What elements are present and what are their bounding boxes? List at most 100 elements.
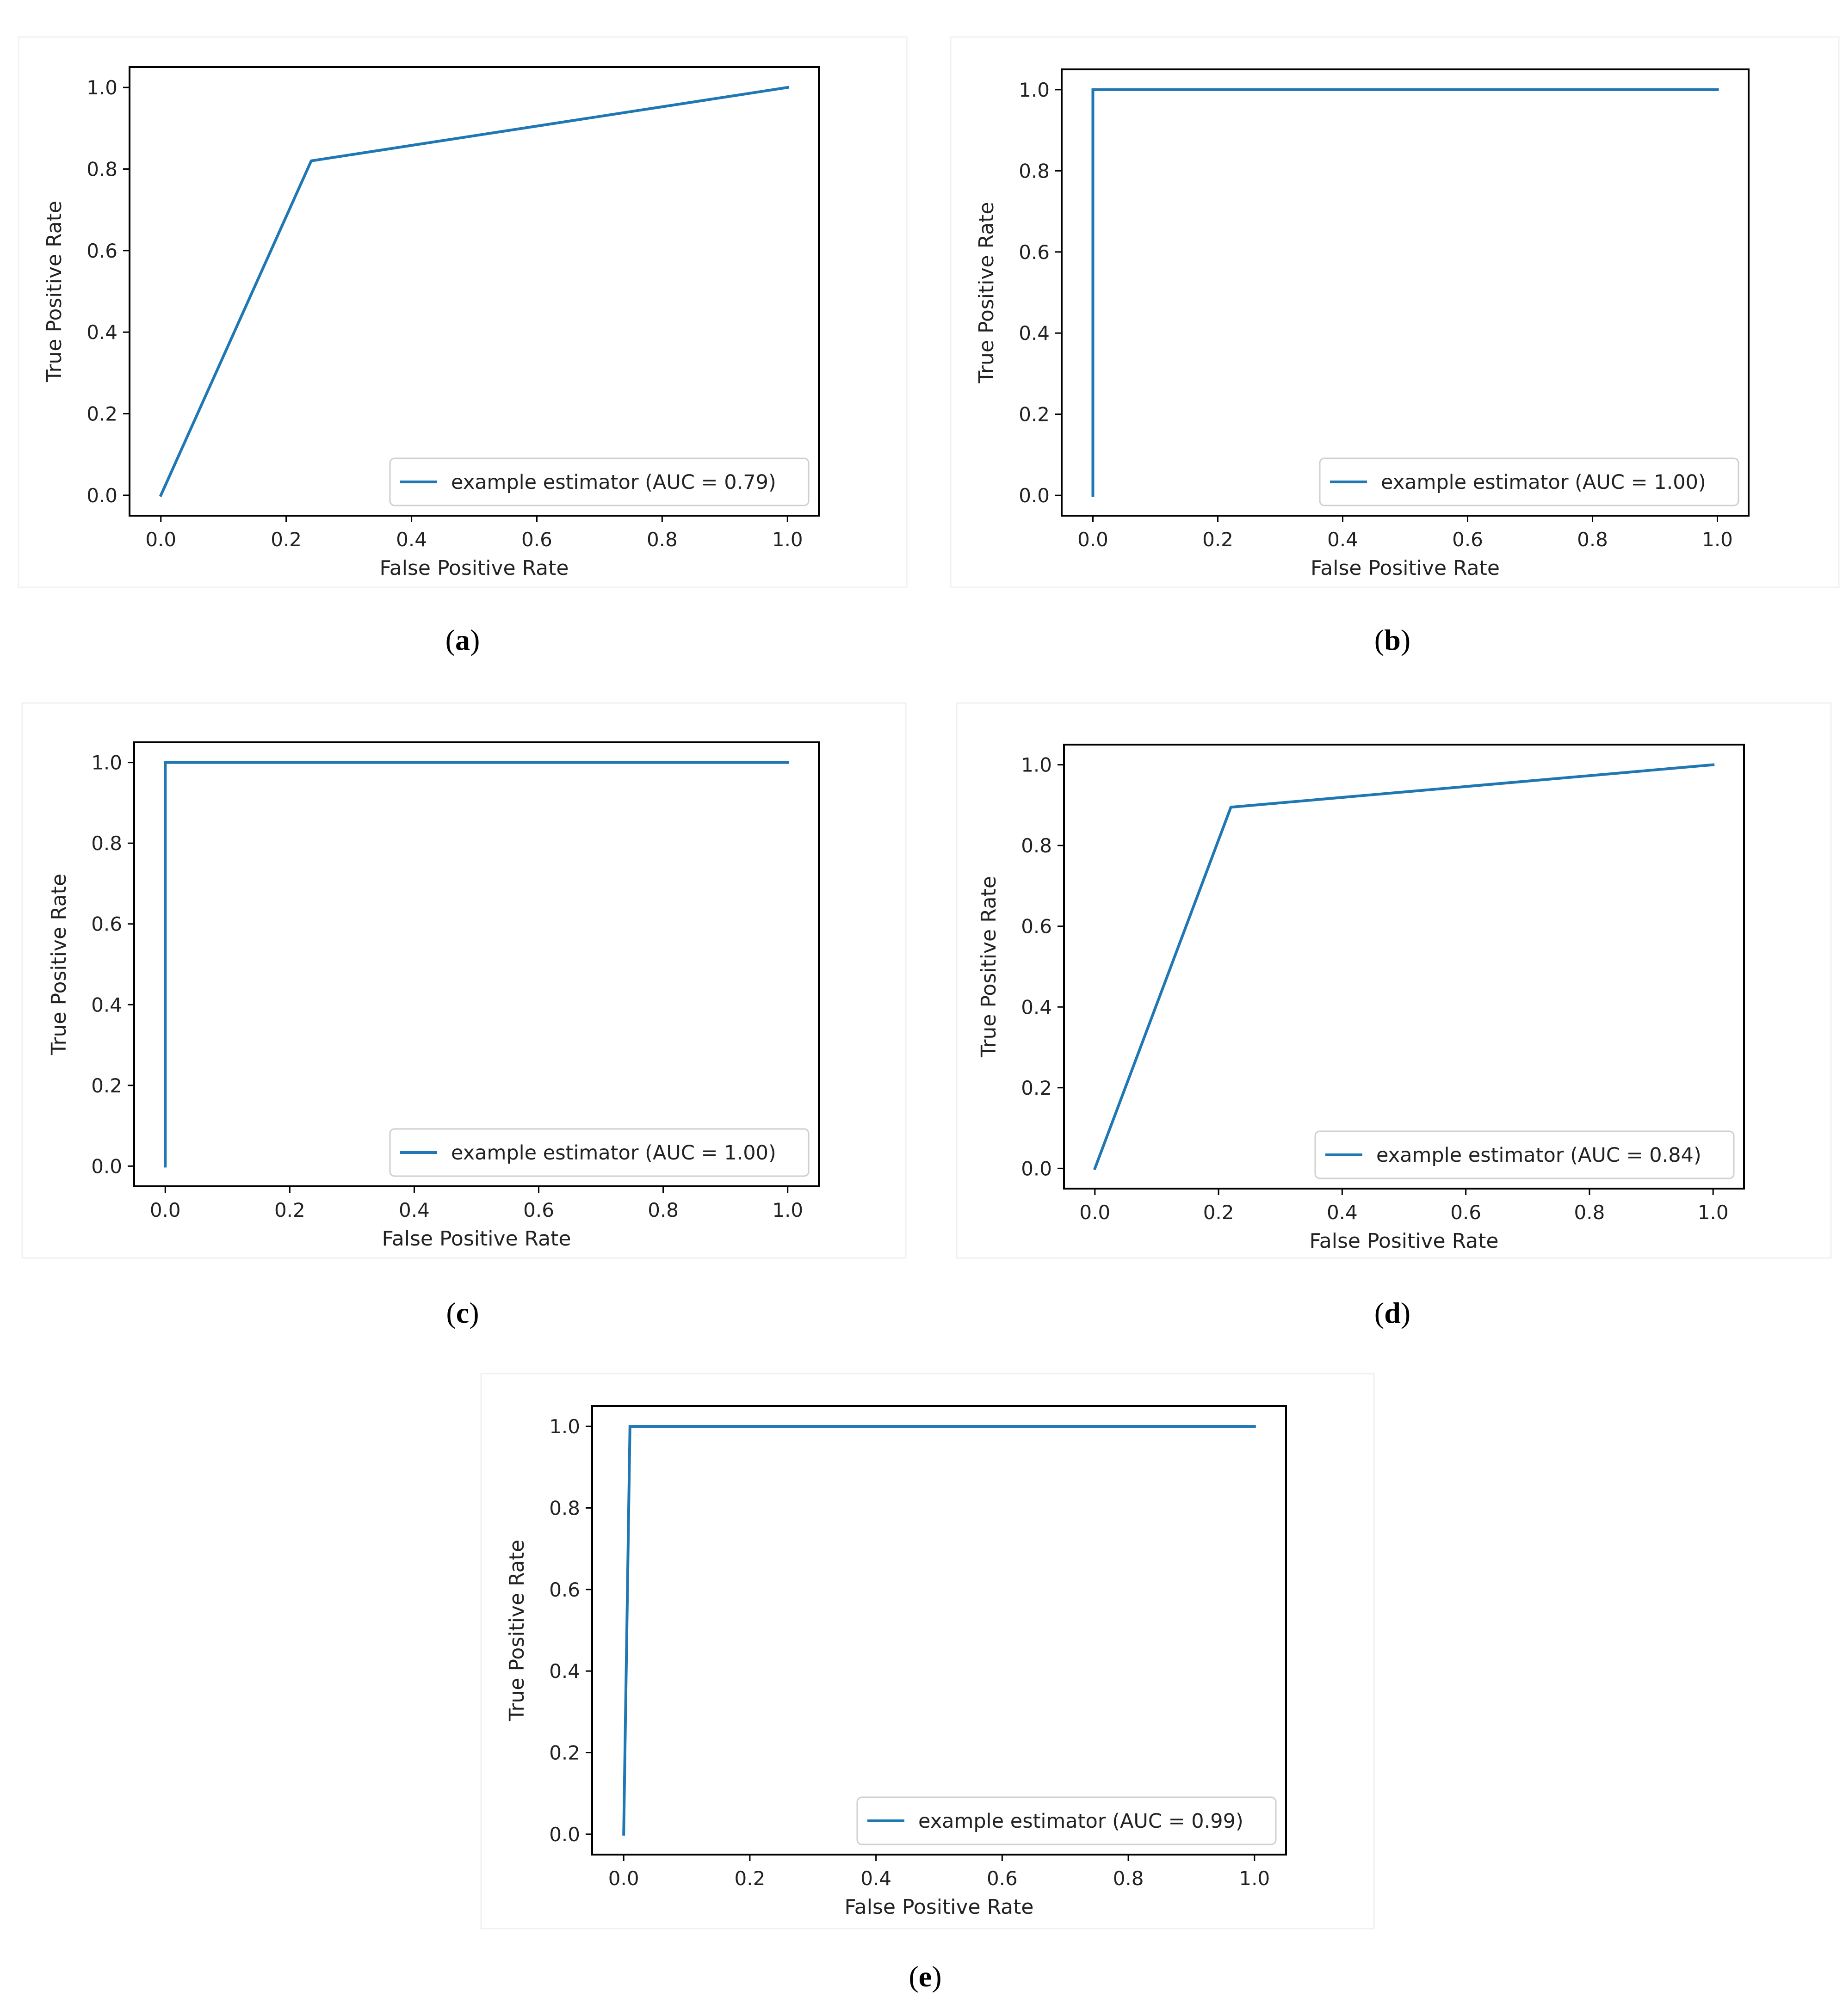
x-tick-label: 1.0 bbox=[772, 528, 803, 551]
x-tick-label: 0.8 bbox=[647, 528, 678, 551]
x-tick-label: 0.2 bbox=[735, 1867, 766, 1890]
x-tick-label: 0.8 bbox=[1574, 1201, 1605, 1224]
x-tick-label: 0.8 bbox=[1113, 1867, 1144, 1890]
x-tick-label: 1.0 bbox=[1702, 528, 1733, 551]
x-tick-label: 0.4 bbox=[396, 528, 427, 551]
y-tick-label: 0.4 bbox=[91, 993, 122, 1016]
x-tick-label: 0.6 bbox=[521, 528, 552, 551]
y-tick-label: 0.6 bbox=[1019, 241, 1050, 264]
x-tick-label: 0.2 bbox=[1203, 1201, 1234, 1224]
y-tick-label: 0.6 bbox=[87, 240, 118, 262]
x-tick-label: 0.2 bbox=[271, 528, 302, 551]
panel-caption-letter: b bbox=[1384, 623, 1401, 656]
chart-panel-d: 0.0 0.2 0.4 0.6 0.8 1.0 0.0 0.2 0.4 0.6 0.8 1.0 Fals… bbox=[956, 702, 1832, 1329]
legend-label: example estimator (AUC = 1.00) bbox=[1381, 471, 1706, 494]
y-tick-label: 0.2 bbox=[91, 1074, 122, 1097]
y-tick-label: 1.0 bbox=[1019, 79, 1050, 101]
panel-caption: (b) bbox=[1374, 623, 1410, 656]
legend-label: example estimator (AUC = 1.00) bbox=[451, 1141, 776, 1165]
x-tick-label: 0.6 bbox=[1452, 528, 1483, 551]
chart-panel-a: 0.0 0.2 0.4 0.6 0.8 1.0 0.0 0.2 0.4 0.6 0.8 1.0 Fals… bbox=[18, 36, 908, 656]
panel-caption: (e) bbox=[909, 1960, 941, 1993]
legend-box bbox=[1319, 457, 1739, 506]
roc-curve-line bbox=[622, 1425, 1256, 1836]
y-tick-label: 0.2 bbox=[87, 403, 118, 425]
x-tick-label: 0.0 bbox=[145, 528, 176, 551]
y-axis-label: True Positive Rate bbox=[977, 876, 1001, 1058]
y-tick-label: 0.8 bbox=[87, 158, 118, 180]
x-tick-label: 0.0 bbox=[608, 1867, 639, 1890]
x-tick-label: 0.6 bbox=[523, 1199, 554, 1221]
panel-caption: (c) bbox=[446, 1296, 479, 1329]
legend-box bbox=[389, 1128, 810, 1177]
legend-label: example estimator (AUC = 0.84) bbox=[1376, 1144, 1701, 1167]
plot-area bbox=[591, 1405, 1287, 1856]
x-tick-label: 0.4 bbox=[1327, 528, 1358, 551]
y-tick-label: 0.0 bbox=[91, 1155, 122, 1178]
panel-caption-letter: e bbox=[919, 1960, 932, 1993]
chart-panel-c: 0.0 0.2 0.4 0.6 0.8 1.0 0.0 0.2 0.4 0.6 0.8 1.0 Fals… bbox=[21, 702, 907, 1329]
legend-label: example estimator (AUC = 0.79) bbox=[451, 471, 776, 494]
y-axis-label: True Positive Rate bbox=[505, 1540, 529, 1721]
x-tick-label: 0.4 bbox=[399, 1199, 430, 1221]
y-tick-label: 0.0 bbox=[87, 484, 118, 507]
legend: example estimator (AUC = 1.00) bbox=[1319, 457, 1739, 506]
legend: example estimator (AUC = 1.00) bbox=[389, 1128, 810, 1177]
y-axis-label: True Positive Rate bbox=[47, 874, 71, 1055]
x-tick-label: 1.0 bbox=[772, 1199, 803, 1221]
x-tick-label: 0.8 bbox=[1577, 528, 1608, 551]
x-axis-label: False Positive Rate bbox=[845, 1895, 1034, 1919]
x-tick-label: 0.0 bbox=[1077, 528, 1108, 551]
y-axis-label: True Positive Rate bbox=[43, 201, 66, 382]
legend-box bbox=[856, 1796, 1277, 1845]
x-tick-label: 0.8 bbox=[648, 1199, 679, 1221]
y-tick-label: 0.0 bbox=[1019, 484, 1050, 507]
x-tick-label: 0.6 bbox=[1450, 1201, 1481, 1224]
plot-area bbox=[133, 741, 820, 1187]
roc-curve-line bbox=[159, 86, 789, 497]
x-tick-label: 0.0 bbox=[1079, 1201, 1110, 1224]
x-axis-label: False Positive Rate bbox=[380, 556, 569, 580]
y-tick-label: 0.8 bbox=[1019, 160, 1050, 182]
panel-caption-letter: a bbox=[455, 623, 470, 656]
y-tick-label: 0.2 bbox=[1021, 1077, 1052, 1099]
y-tick-label: 1.0 bbox=[1021, 754, 1052, 777]
x-tick-label: 1.0 bbox=[1239, 1867, 1270, 1890]
y-tick-label: 0.2 bbox=[549, 1742, 580, 1764]
x-tick-label: 1.0 bbox=[1698, 1201, 1729, 1224]
legend-label: example estimator (AUC = 0.99) bbox=[918, 1810, 1243, 1833]
y-tick-label: 0.0 bbox=[1021, 1157, 1052, 1180]
x-tick-label: 0.2 bbox=[1202, 528, 1233, 551]
x-axis-label: False Positive Rate bbox=[382, 1227, 571, 1251]
y-tick-label: 0.2 bbox=[1019, 403, 1050, 426]
y-tick-label: 1.0 bbox=[91, 752, 122, 774]
y-tick-label: 0.8 bbox=[1021, 834, 1052, 857]
y-tick-label: 0.8 bbox=[549, 1497, 580, 1519]
y-tick-label: 1.0 bbox=[549, 1415, 580, 1438]
x-tick-label: 0.6 bbox=[987, 1867, 1018, 1890]
legend-box bbox=[389, 457, 810, 506]
legend-box bbox=[1314, 1130, 1735, 1179]
y-tick-label: 0.6 bbox=[1021, 915, 1052, 938]
panel-caption: (d) bbox=[1374, 1296, 1410, 1329]
y-tick-label: 0.4 bbox=[549, 1660, 580, 1683]
x-tick-label: 0.4 bbox=[860, 1867, 891, 1890]
roc-curve-line bbox=[1091, 88, 1719, 497]
y-tick-label: 1.0 bbox=[87, 76, 118, 99]
roc-curve-line bbox=[164, 761, 789, 1168]
legend: example estimator (AUC = 0.84) bbox=[1314, 1130, 1735, 1179]
panel-caption-letter: d bbox=[1384, 1296, 1401, 1329]
plot-area bbox=[1063, 744, 1745, 1190]
legend: example estimator (AUC = 0.79) bbox=[389, 457, 810, 506]
plot-area bbox=[129, 66, 820, 517]
legend: example estimator (AUC = 0.99) bbox=[856, 1796, 1277, 1845]
roc-curve-line bbox=[1093, 763, 1715, 1171]
y-tick-label: 0.8 bbox=[91, 832, 122, 855]
x-axis-label: False Positive Rate bbox=[1310, 1229, 1499, 1253]
y-tick-label: 0.4 bbox=[87, 321, 118, 344]
y-tick-label: 0.6 bbox=[549, 1578, 580, 1601]
y-tick-label: 0.4 bbox=[1021, 996, 1052, 1018]
y-axis-label: True Positive Rate bbox=[975, 202, 998, 384]
x-axis-label: False Positive Rate bbox=[1311, 556, 1500, 580]
